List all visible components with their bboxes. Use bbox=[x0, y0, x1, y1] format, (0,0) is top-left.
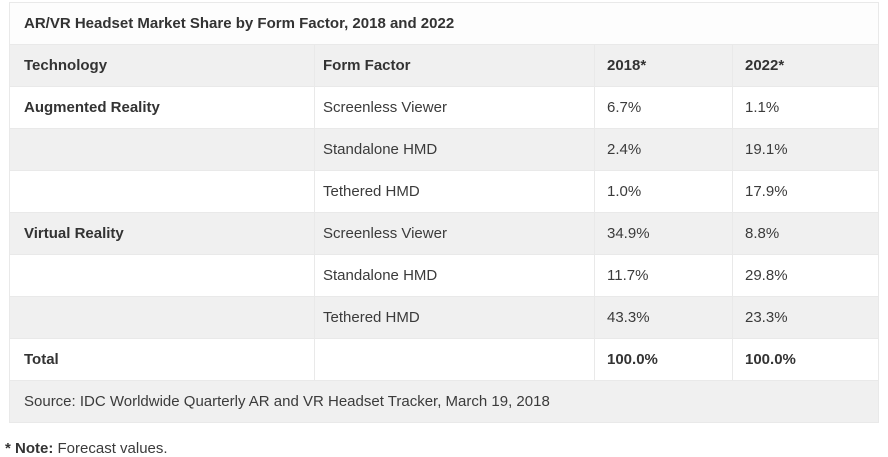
form-factor-cell bbox=[314, 338, 595, 381]
value-2022-cell: 29.8% bbox=[732, 254, 879, 297]
table-title: AR/VR Headset Market Share by Form Facto… bbox=[9, 2, 879, 45]
value-2018-cell: 2.4% bbox=[594, 128, 733, 171]
table-row: Virtual Reality Screenless Viewer 34.9% … bbox=[9, 212, 879, 255]
source-row: Source: IDC Worldwide Quarterly AR and V… bbox=[9, 380, 879, 423]
market-share-table: AR/VR Headset Market Share by Form Facto… bbox=[9, 2, 879, 423]
technology-cell bbox=[9, 254, 315, 297]
source-note: Source: IDC Worldwide Quarterly AR and V… bbox=[9, 380, 879, 423]
col-header-form-factor: Form Factor bbox=[314, 44, 595, 87]
value-2018-cell: 1.0% bbox=[594, 170, 733, 213]
value-2018-cell: 43.3% bbox=[594, 296, 733, 339]
table-row: Standalone HMD 11.7% 29.8% bbox=[9, 254, 879, 297]
technology-cell: Augmented Reality bbox=[9, 86, 315, 129]
form-factor-cell: Tethered HMD bbox=[314, 170, 595, 213]
col-header-2022: 2022* bbox=[732, 44, 879, 87]
technology-cell bbox=[9, 170, 315, 213]
value-2018-cell: 11.7% bbox=[594, 254, 733, 297]
technology-cell bbox=[9, 128, 315, 171]
col-header-2018: 2018* bbox=[594, 44, 733, 87]
total-2018-cell: 100.0% bbox=[594, 338, 733, 381]
value-2018-cell: 34.9% bbox=[594, 212, 733, 255]
technology-cell bbox=[9, 296, 315, 339]
footnote-marker: * Note: bbox=[5, 440, 54, 457]
total-label-cell: Total bbox=[9, 338, 315, 381]
table-row: Augmented Reality Screenless Viewer 6.7%… bbox=[9, 86, 879, 129]
table-title-row: AR/VR Headset Market Share by Form Facto… bbox=[9, 2, 879, 45]
footnote-text: Forecast values. bbox=[57, 440, 168, 457]
table-row: Standalone HMD 2.4% 19.1% bbox=[9, 128, 879, 171]
form-factor-cell: Screenless Viewer bbox=[314, 212, 595, 255]
col-header-technology: Technology bbox=[9, 44, 315, 87]
value-2022-cell: 19.1% bbox=[732, 128, 879, 171]
table-row: Tethered HMD 43.3% 23.3% bbox=[9, 296, 879, 339]
technology-cell: Virtual Reality bbox=[9, 212, 315, 255]
footnote: * Note: Forecast values. bbox=[5, 439, 888, 457]
form-factor-cell: Standalone HMD bbox=[314, 254, 595, 297]
value-2022-cell: 23.3% bbox=[732, 296, 879, 339]
table-row: Tethered HMD 1.0% 17.9% bbox=[9, 170, 879, 213]
form-factor-cell: Tethered HMD bbox=[314, 296, 595, 339]
table-header-row: Technology Form Factor 2018* 2022* bbox=[9, 44, 879, 87]
value-2022-cell: 1.1% bbox=[732, 86, 879, 129]
value-2018-cell: 6.7% bbox=[594, 86, 733, 129]
total-2022-cell: 100.0% bbox=[732, 338, 879, 381]
form-factor-cell: Standalone HMD bbox=[314, 128, 595, 171]
value-2022-cell: 17.9% bbox=[732, 170, 879, 213]
total-row: Total 100.0% 100.0% bbox=[9, 338, 879, 381]
form-factor-cell: Screenless Viewer bbox=[314, 86, 595, 129]
value-2022-cell: 8.8% bbox=[732, 212, 879, 255]
